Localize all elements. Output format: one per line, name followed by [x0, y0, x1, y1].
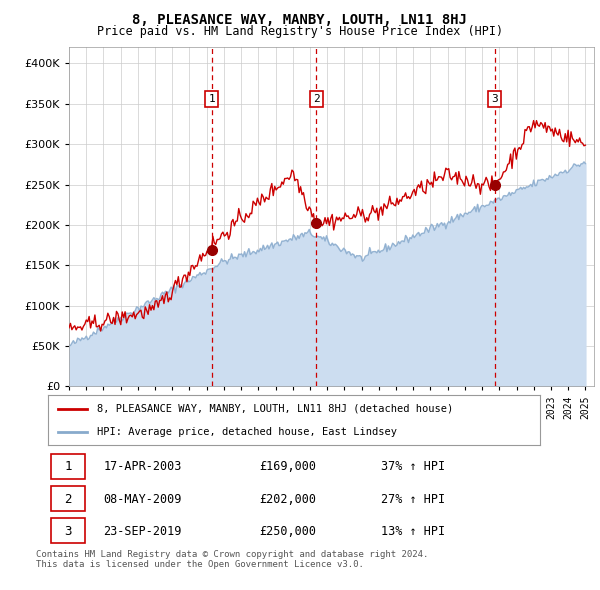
Text: HPI: Average price, detached house, East Lindsey: HPI: Average price, detached house, East…: [97, 427, 397, 437]
FancyBboxPatch shape: [488, 91, 501, 107]
Text: 17-APR-2003: 17-APR-2003: [103, 460, 182, 473]
Text: £250,000: £250,000: [259, 525, 316, 537]
Text: Price paid vs. HM Land Registry's House Price Index (HPI): Price paid vs. HM Land Registry's House …: [97, 25, 503, 38]
Text: £202,000: £202,000: [259, 493, 316, 506]
Text: 2: 2: [313, 94, 320, 104]
Text: 3: 3: [491, 94, 498, 104]
Text: 1: 1: [208, 94, 215, 104]
Text: 27% ↑ HPI: 27% ↑ HPI: [380, 493, 445, 506]
FancyBboxPatch shape: [205, 91, 218, 107]
Text: 1: 1: [64, 460, 72, 473]
FancyBboxPatch shape: [50, 519, 85, 543]
FancyBboxPatch shape: [50, 454, 85, 479]
Text: 3: 3: [64, 525, 72, 537]
Text: 37% ↑ HPI: 37% ↑ HPI: [380, 460, 445, 473]
FancyBboxPatch shape: [50, 486, 85, 511]
Text: £169,000: £169,000: [259, 460, 316, 473]
FancyBboxPatch shape: [310, 91, 323, 107]
Text: Contains HM Land Registry data © Crown copyright and database right 2024.
This d: Contains HM Land Registry data © Crown c…: [36, 550, 428, 569]
Text: 8, PLEASANCE WAY, MANBY, LOUTH, LN11 8HJ: 8, PLEASANCE WAY, MANBY, LOUTH, LN11 8HJ: [133, 13, 467, 27]
Text: 2: 2: [64, 493, 72, 506]
Text: 8, PLEASANCE WAY, MANBY, LOUTH, LN11 8HJ (detached house): 8, PLEASANCE WAY, MANBY, LOUTH, LN11 8HJ…: [97, 404, 454, 414]
Text: 13% ↑ HPI: 13% ↑ HPI: [380, 525, 445, 537]
Text: 08-MAY-2009: 08-MAY-2009: [103, 493, 182, 506]
Text: 23-SEP-2019: 23-SEP-2019: [103, 525, 182, 537]
